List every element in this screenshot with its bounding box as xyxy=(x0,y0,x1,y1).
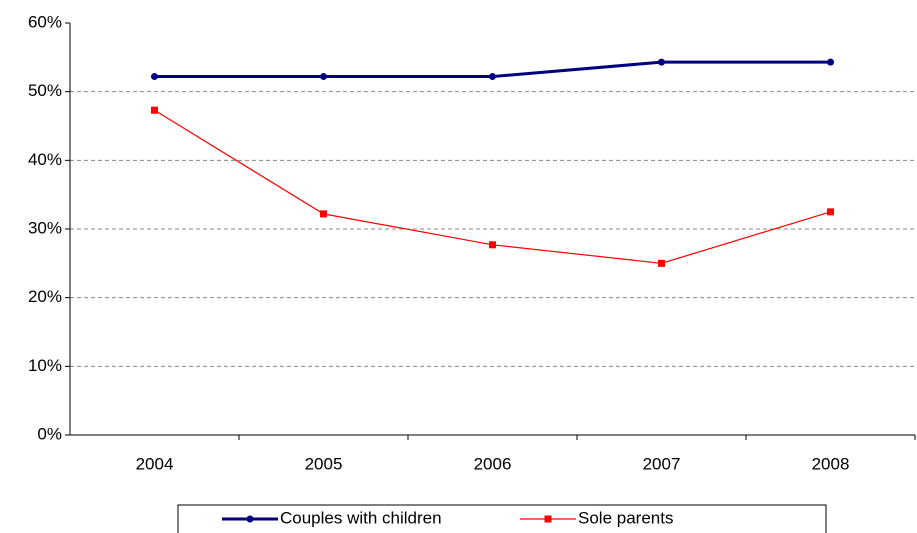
legend-box xyxy=(177,504,827,533)
data-point xyxy=(151,106,158,114)
x-tick-label: 2005 xyxy=(305,454,343,473)
data-point xyxy=(320,210,327,218)
data-point xyxy=(658,259,665,267)
x-tick-label: 2008 xyxy=(812,454,850,473)
x-tick-label: 2006 xyxy=(474,454,512,473)
y-tick-label: 30% xyxy=(28,218,62,237)
data-point xyxy=(827,208,834,216)
legend-label: Couples with children xyxy=(280,508,442,527)
y-tick-label: 10% xyxy=(28,356,62,375)
data-point xyxy=(489,241,496,249)
y-tick-label: 0% xyxy=(37,424,62,443)
data-point xyxy=(151,73,158,81)
data-point xyxy=(489,73,496,81)
y-tick-label: 40% xyxy=(28,150,62,169)
x-tick-label: 2007 xyxy=(643,454,681,473)
legend-label: Sole parents xyxy=(578,508,673,527)
data-point xyxy=(658,58,665,66)
y-tick-label: 50% xyxy=(28,81,62,100)
data-point xyxy=(827,58,834,66)
legend-marker xyxy=(246,515,254,523)
y-tick-label: 20% xyxy=(28,287,62,306)
series-line xyxy=(154,109,831,264)
data-point xyxy=(320,73,327,81)
legend-marker xyxy=(544,515,552,523)
x-tick-label: 2004 xyxy=(136,454,174,473)
y-tick-label: 60% xyxy=(28,12,62,31)
